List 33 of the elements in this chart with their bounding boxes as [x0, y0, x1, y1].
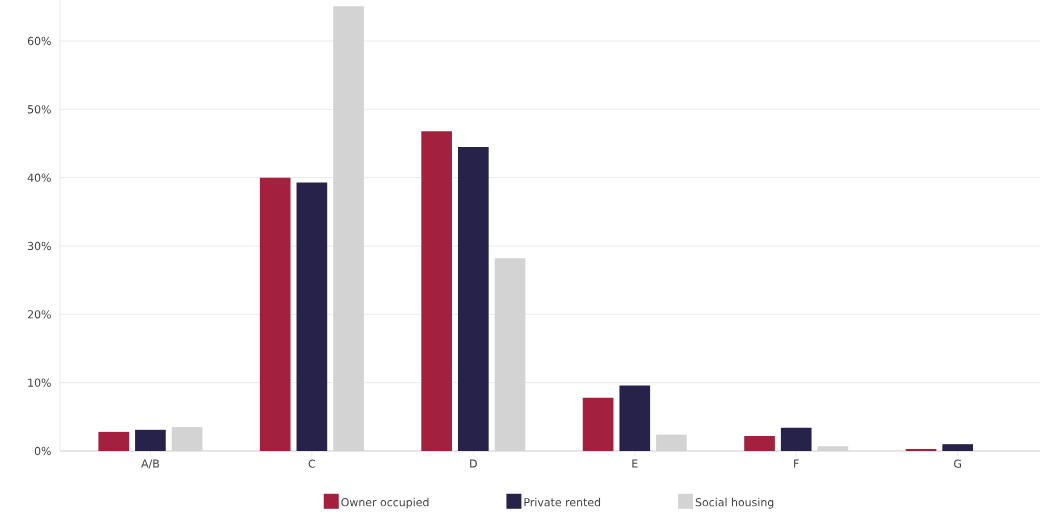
bar	[333, 6, 364, 451]
legend-label: Social housing	[695, 497, 774, 509]
bar	[744, 435, 775, 451]
legend-label: Owner occupied	[341, 497, 429, 509]
y-tick-label: 40%	[27, 173, 51, 182]
y-tick-label: 0%	[34, 446, 51, 456]
bar	[905, 448, 937, 451]
bar	[619, 385, 651, 451]
bar	[656, 434, 687, 451]
x-tick-label: C	[308, 459, 316, 468]
bar	[494, 258, 526, 451]
bar	[780, 427, 812, 451]
bar	[135, 429, 166, 451]
y-tick-label: 20%	[27, 310, 51, 319]
x-tick-label: D	[470, 459, 477, 468]
y-tick-label: 30%	[27, 241, 51, 251]
bar	[817, 446, 849, 451]
bar	[259, 177, 291, 451]
bar	[457, 146, 489, 451]
y-tick-label: 10%	[28, 378, 51, 387]
bar	[421, 131, 452, 451]
x-tick-label: A/B	[141, 459, 159, 469]
bar	[296, 182, 328, 451]
x-tick-label: F	[794, 459, 799, 468]
bar	[98, 431, 130, 451]
bar	[171, 427, 203, 451]
y-tick-label: 50%	[27, 105, 51, 114]
x-tick-label: G	[954, 459, 962, 468]
legend-label: Private rented	[524, 497, 601, 507]
bar	[942, 444, 974, 451]
x-tick-label: E	[632, 459, 638, 468]
bar	[582, 397, 614, 451]
y-tick-label: 60%	[27, 36, 51, 46]
